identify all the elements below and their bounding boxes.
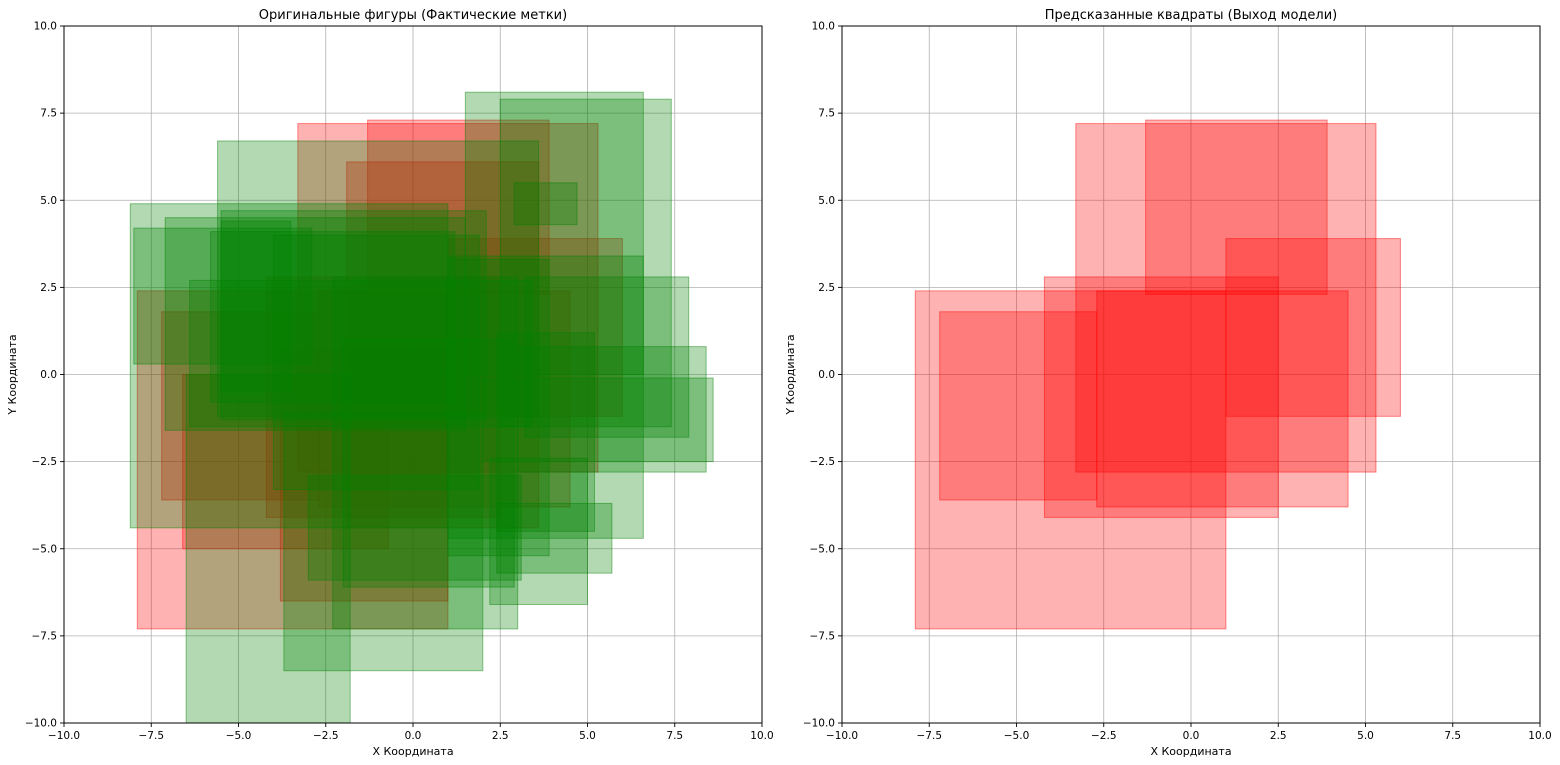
shape-rect-1-19 xyxy=(307,475,522,581)
shape-rect-1-4 xyxy=(133,227,313,365)
chart-title: Предсказанные квадраты (Выход модели) xyxy=(1045,8,1338,23)
y-tick-label: 7.5 xyxy=(818,108,835,120)
shape-rect-0-7 xyxy=(279,349,449,602)
shape-rect-1-12 xyxy=(332,276,519,630)
shape-rect-0-1 xyxy=(939,311,1098,501)
shape-rect-1-0 xyxy=(464,91,644,375)
x-tick-label: −10.0 xyxy=(826,730,858,742)
shape-rect-0-6 xyxy=(447,238,623,417)
ticks: −10.0 −7.5 −5.0 −2.5 0.0 2.5 5.0 7.5 10.0 −10.0 −7… xyxy=(803,21,1552,743)
y-axis-label: Y Координата xyxy=(784,334,797,415)
shape-rect-1-6 xyxy=(220,210,487,421)
x-tick-label: −5.0 xyxy=(226,730,252,742)
x-tick-label: 10.0 xyxy=(1528,730,1551,742)
x-tick-label: 10.0 xyxy=(750,730,773,742)
shape-rect-1-3 xyxy=(129,203,449,529)
shape-rect-1-15 xyxy=(517,346,707,473)
y-tick-label: 5.0 xyxy=(40,195,57,207)
y-tick-label: 7.5 xyxy=(40,108,57,120)
y-tick-label: 5.0 xyxy=(818,195,835,207)
shape-rect-0-5 xyxy=(318,290,571,508)
shape-rect-0-4 xyxy=(367,119,550,295)
x-tick-label: −10.0 xyxy=(48,730,80,742)
shape-rect-0-0 xyxy=(136,290,449,630)
shape-rect-1-21 xyxy=(447,258,550,557)
x-tick-label: 7.5 xyxy=(1444,730,1461,742)
x-tick-label: −2.5 xyxy=(313,730,339,742)
shape-rect-0-2 xyxy=(265,276,501,518)
shape-rect-1-24 xyxy=(496,332,595,532)
shape-rect-0-9 xyxy=(182,374,390,550)
shape-rect-1-16 xyxy=(524,276,690,438)
ticks: −10.0 −7.5 −5.0 −2.5 0.0 2.5 5.0 7.5 10.0 −10.0 −7… xyxy=(25,21,774,743)
shape-rect-1-23 xyxy=(513,182,578,226)
shape-rect-1-13 xyxy=(447,255,644,539)
x-tick-label: 2.5 xyxy=(1270,730,1287,742)
y-tick-label: −5.0 xyxy=(32,543,58,555)
shape-rect-1-11 xyxy=(283,412,484,672)
shape-rect-1-20 xyxy=(342,339,515,588)
shape-rect-0-3 xyxy=(297,123,599,473)
shape-rect-1-8 xyxy=(272,234,480,491)
shape-rect-0-2 xyxy=(1043,276,1279,518)
grid xyxy=(63,25,763,724)
shape-rect-1-2 xyxy=(217,140,540,417)
x-tick-label: 5.0 xyxy=(579,730,596,742)
shape-rect-1-22 xyxy=(220,220,292,393)
y-tick-label: 0.0 xyxy=(818,369,835,381)
y-tick-label: −2.5 xyxy=(32,456,58,468)
shapes-layer xyxy=(914,119,1401,630)
shape-rect-1-10 xyxy=(185,374,351,723)
x-tick-label: 2.5 xyxy=(492,730,509,742)
y-tick-label: −10.0 xyxy=(25,718,57,730)
y-tick-label: −7.5 xyxy=(32,630,58,642)
shape-rect-0-6 xyxy=(1225,238,1401,417)
x-tick-label: −5.0 xyxy=(1004,730,1030,742)
shape-rect-1-17 xyxy=(489,457,588,606)
x-tick-label: 0.0 xyxy=(405,730,422,742)
shape-rect-0-4 xyxy=(1145,119,1328,295)
shape-rect-1-18 xyxy=(496,502,613,574)
x-tick-label: −7.5 xyxy=(917,730,943,742)
panel-predicted-squares: −10.0 −7.5 −5.0 −2.5 0.0 2.5 5.0 7.5 10.0 −10.0 −7… xyxy=(784,8,1552,758)
shape-rect-0-3 xyxy=(1075,123,1377,473)
y-tick-label: 10.0 xyxy=(34,21,57,33)
y-tick-label: 2.5 xyxy=(818,282,835,294)
y-axis-label: Y Координата xyxy=(6,334,19,415)
y-tick-label: −7.5 xyxy=(810,630,836,642)
shape-rect-1-1 xyxy=(499,98,672,428)
chart-title: Оригинальные фигуры (Фактические метки) xyxy=(259,8,567,23)
shape-rect-0-1 xyxy=(161,311,320,501)
y-tick-label: 2.5 xyxy=(40,282,57,294)
shape-rect-0-0 xyxy=(914,290,1227,630)
shape-rect-0-5 xyxy=(1096,290,1349,508)
x-tick-label: 5.0 xyxy=(1357,730,1374,742)
x-tick-label: −7.5 xyxy=(139,730,165,742)
shape-rect-1-9 xyxy=(189,279,533,428)
shape-rect-1-7 xyxy=(210,231,456,403)
shape-rect-1-14 xyxy=(482,377,714,463)
shape-rect-0-8 xyxy=(346,161,540,529)
x-tick-label: −2.5 xyxy=(1091,730,1117,742)
x-tick-label: 7.5 xyxy=(666,730,683,742)
x-tick-label: 0.0 xyxy=(1183,730,1200,742)
x-axis-label: X Координата xyxy=(372,745,453,758)
x-axis-label: X Координата xyxy=(1150,745,1231,758)
y-tick-label: 0.0 xyxy=(40,369,57,381)
y-tick-label: 10.0 xyxy=(812,21,835,33)
y-tick-label: −2.5 xyxy=(810,456,836,468)
y-tick-label: −5.0 xyxy=(810,543,836,555)
shapes-layer xyxy=(129,91,714,723)
panel-original-shapes: −10.0 −7.5 −5.0 −2.5 0.0 2.5 5.0 7.5 10.0 −10.0 −7… xyxy=(6,8,774,758)
y-tick-label: −10.0 xyxy=(803,718,835,730)
shape-rect-1-5 xyxy=(164,217,466,431)
